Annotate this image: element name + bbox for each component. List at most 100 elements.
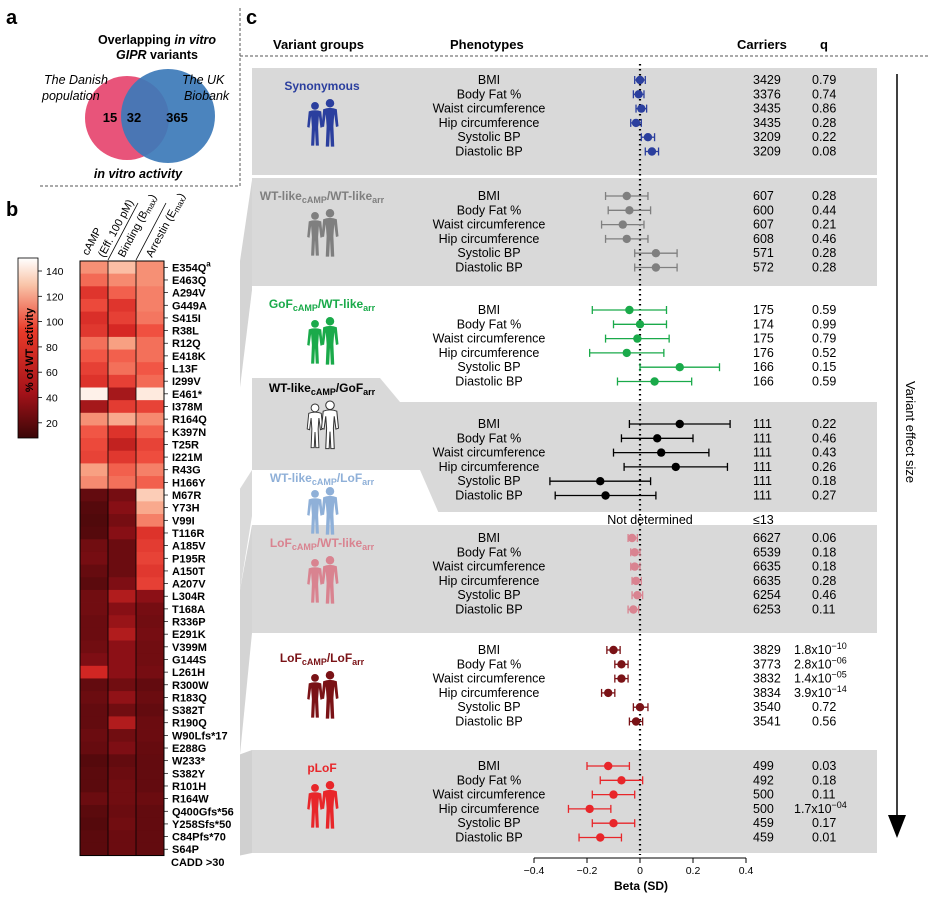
heatmap-cell (108, 741, 136, 755)
carriers-value: 499 (753, 759, 774, 773)
heatmap-cell (80, 412, 108, 426)
mutation-label: T168A (172, 604, 205, 616)
mutation-label: E463Q (172, 275, 207, 287)
group-label: pLoF (307, 761, 336, 775)
legend-tick-label: 120 (46, 291, 64, 303)
effect-point (651, 263, 661, 272)
forest-row: Hip circumference 608 0.46 (439, 232, 837, 246)
phenotype-label: Hip circumference (439, 346, 540, 360)
effect-point (618, 220, 627, 229)
heatmap-cell (80, 438, 108, 452)
legend-colorbar (17, 257, 39, 439)
heatmap-cell (80, 501, 108, 515)
panel-c-label: c (246, 7, 257, 29)
heatmap-cell (108, 501, 136, 515)
effect-point (601, 491, 610, 500)
carriers-value: 6254 (753, 588, 781, 602)
carriers-value: 3209 (753, 130, 781, 144)
heatmap-cell (136, 374, 164, 388)
heatmap-cell (136, 830, 164, 844)
forest-row: Body Fat % 174 0.99 (457, 317, 837, 331)
mutation-label: S382T (172, 705, 205, 717)
mutation-label: A207V (172, 579, 206, 591)
heatmap-cell (136, 842, 164, 856)
heatmap-cell (108, 387, 136, 401)
phenotype-label: Diastolic BP (455, 831, 522, 845)
effect-point (622, 191, 631, 201)
phenotype-label: Diastolic BP (455, 145, 522, 159)
mutation-label: I378M (172, 401, 203, 413)
mutation-label: V399M (172, 642, 207, 654)
phenotype-label: Body Fat % (457, 545, 522, 559)
group-label: WT-likecAMP/WT-likearr (260, 189, 385, 205)
effect-point (596, 477, 605, 486)
q-value: 0.86 (812, 102, 836, 116)
mutation-label: S382Y (172, 768, 206, 780)
heatmap-cell (80, 678, 108, 692)
heatmap-cell (80, 298, 108, 312)
forest-row: Body Fat % 111 0.46 (457, 431, 837, 445)
heatmap-cell (80, 589, 108, 603)
effect-point (631, 576, 641, 586)
forest-row: BMI 6627 0.06 (478, 531, 836, 545)
carriers-value: 6635 (753, 560, 781, 574)
col-header-divider-1 (107, 202, 139, 261)
phenotype-label: Waist circumference (433, 446, 546, 460)
phenotype-label: Diastolic BP (455, 715, 522, 729)
x-axis-label: Beta (SD) (614, 879, 668, 893)
forest-row: Systolic BP 3209 0.22 (457, 130, 836, 144)
q-value: 0.59 (812, 303, 836, 317)
q-value: 0.28 (812, 189, 836, 203)
forest-row: Waist circumference 6635 0.18 (433, 560, 837, 574)
effect-point (622, 348, 631, 358)
mutation-label: E461* (172, 389, 203, 401)
phenotype-label: Diastolic BP (455, 603, 522, 617)
heatmap-cell (108, 830, 136, 844)
mutation-label: S64P (172, 844, 199, 856)
mutation-label: A150T (172, 566, 205, 578)
heatmap-cell (136, 691, 164, 705)
forest-row: Waist circumference 607 0.21 (433, 218, 837, 232)
phenotype-label: Hip circumference (439, 460, 540, 474)
heatmap-cell (80, 779, 108, 793)
effect-point (635, 320, 645, 329)
q-value: 0.28 (812, 574, 836, 588)
heatmap-cell (80, 665, 108, 679)
carriers-value: 3429 (753, 73, 781, 87)
axis-tick-label: 0 (637, 865, 643, 877)
phenotype-label: Hip circumference (439, 574, 540, 588)
mutation-label: R43G (172, 465, 201, 477)
carriers-value: 3209 (753, 145, 781, 159)
carriers-value: 166 (753, 360, 774, 374)
q-value: 0.22 (812, 130, 836, 144)
heatmap-cell (80, 741, 108, 755)
forest-row: Systolic BP 111 0.18 (457, 474, 836, 488)
carriers-value: 3376 (753, 87, 781, 101)
carriers-value: 3773 (753, 657, 781, 671)
heatmap-cell (80, 324, 108, 338)
group-label: Synonymous (284, 79, 360, 93)
phenotype-label: BMI (478, 303, 500, 317)
mutation-label: L261H (172, 667, 205, 679)
panel-divider-dashed (40, 8, 241, 187)
axis-tick-label: 0.4 (739, 865, 754, 877)
person-icon (321, 556, 339, 604)
mutation-label: S415I (172, 313, 201, 325)
person-icon (307, 320, 323, 364)
phenotype-label: BMI (478, 417, 500, 431)
heatmap-cell (136, 678, 164, 692)
mutation-label: M67R (172, 490, 201, 502)
group-tab (252, 378, 400, 402)
heatmap-cell (80, 767, 108, 781)
venn-left-label-1: The Danish (44, 73, 108, 87)
forest-row: Hip circumference 500 1.7x10−04 (439, 800, 847, 816)
q-value: 0.18 (812, 545, 836, 559)
carriers-value: 6253 (753, 603, 781, 617)
heatmap-cell (108, 703, 136, 717)
phenotype-label: Systolic BP (457, 360, 520, 374)
heatmap-cell (108, 425, 136, 439)
phenotype-label: Systolic BP (457, 588, 520, 602)
forest-row: BMI 175 0.59 (478, 303, 836, 317)
heatmap-cell (80, 830, 108, 844)
